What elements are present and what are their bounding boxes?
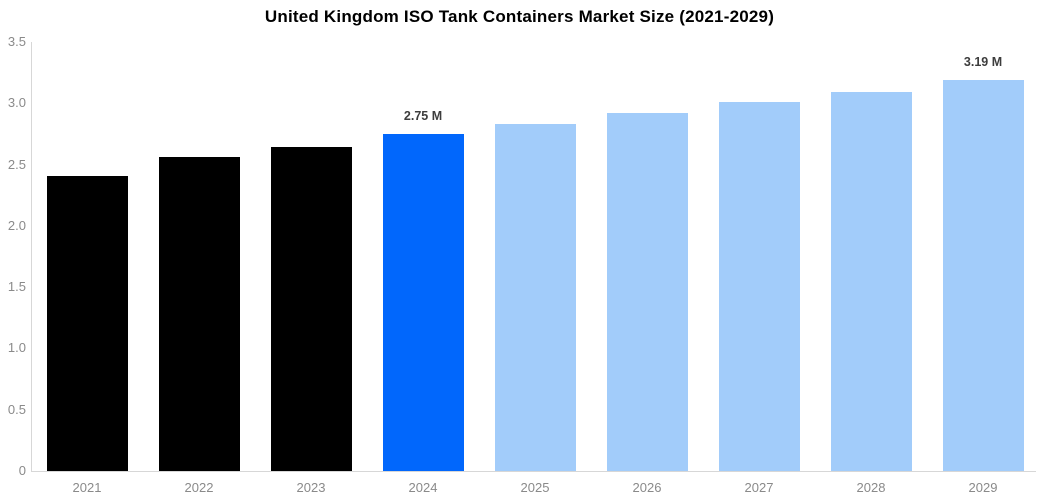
bar-2021 [46, 175, 128, 471]
x-tick-label-2026: 2026 [632, 480, 662, 495]
x-tick-label-2028: 2028 [856, 480, 886, 495]
bar-2023 [270, 147, 352, 471]
bar-2029 [942, 79, 1024, 471]
y-tick-label-2.5: 2.5 [7, 156, 26, 172]
bar-2027 [718, 102, 800, 471]
y-tick-label-3.5: 3.5 [7, 34, 26, 49]
x-tick-label-2024: 2024 [408, 480, 438, 495]
x-tick-label-2027: 2027 [744, 480, 774, 495]
y-tick-label-0: 0 [18, 463, 26, 478]
chart-title: United Kingdom ISO Tank Containers Marke… [264, 7, 775, 26]
y-axis-line [31, 42, 32, 472]
y-tick-label-0.5: 0.5 [7, 401, 26, 417]
bar-2026 [606, 113, 688, 471]
bar-2022 [158, 157, 240, 471]
x-tick-label-2025: 2025 [520, 480, 550, 495]
value-label-2024: 2.75 M [403, 108, 443, 123]
x-axis-line [31, 471, 1036, 472]
y-tick-label-3.0: 3.0 [7, 95, 26, 111]
x-tick-label-2029: 2029 [968, 480, 998, 495]
y-tick-label-1.5: 1.5 [7, 279, 26, 295]
y-tick-label-1.0: 1.0 [7, 340, 26, 356]
bar-2028 [830, 92, 912, 471]
bar-2024 [382, 133, 464, 471]
bar-2025 [494, 124, 576, 471]
x-tick-label-2021: 2021 [72, 480, 102, 495]
value-label-2029: 3.19 M [963, 54, 1003, 69]
x-tick-label-2023: 2023 [296, 480, 326, 495]
y-tick-label-2.0: 2.0 [7, 217, 26, 233]
x-tick-label-2022: 2022 [184, 480, 214, 495]
